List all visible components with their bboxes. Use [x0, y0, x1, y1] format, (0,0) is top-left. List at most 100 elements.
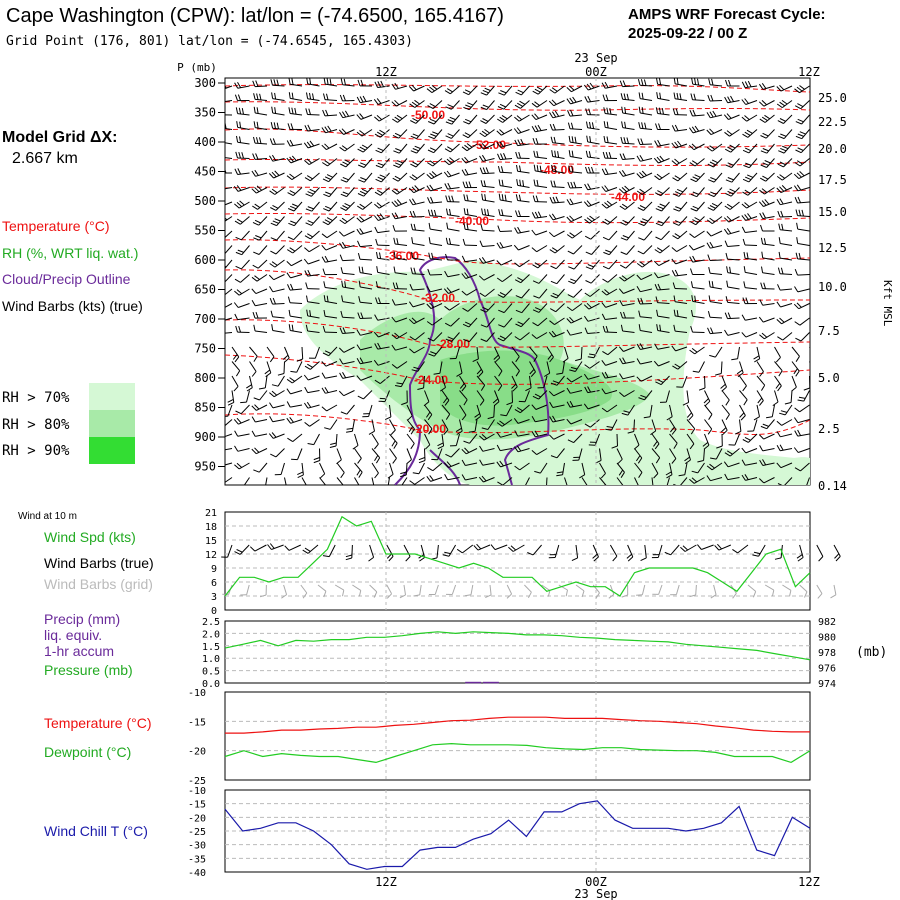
wind-barb: [496, 431, 513, 438]
wind-barb: [371, 462, 379, 479]
precip-bar: [465, 681, 482, 684]
isotherm-line: [225, 186, 810, 195]
pressure-ticks: 300 350 400 450 500 550 600 650 700 750 800 850 900 9…: [194, 76, 225, 474]
wind-barb: [321, 230, 338, 239]
legend-barbs: Wind Barbs (kts) (true): [2, 298, 143, 314]
wind-barb: [583, 403, 600, 410]
wind-barb: [271, 106, 285, 116]
wind-barb: [304, 230, 320, 240]
wind-barb: [778, 129, 793, 140]
wind-barb: [480, 223, 495, 232]
wind10-barb-true: [680, 544, 697, 552]
wind-barb: [566, 230, 583, 239]
wind-barb: [459, 375, 467, 392]
wind-barb: [323, 201, 338, 212]
isotherm-line: [225, 84, 810, 93]
legend-rh70-swatch: [89, 383, 135, 410]
wind10-barb-grid: [300, 584, 308, 599]
wind-barb: [234, 200, 250, 209]
wind-barb: [743, 251, 758, 261]
isotherm-label: -32.00: [421, 291, 455, 305]
wind-barb: [691, 462, 705, 474]
wind-barb: [546, 346, 554, 363]
wind-barb: [497, 288, 513, 298]
wind-barb: [567, 122, 583, 130]
wind-barb: [356, 129, 373, 137]
wind-barb: [602, 94, 618, 102]
wind-barb: [286, 139, 303, 147]
wind-barb: [715, 361, 723, 376]
wind10-barb-grid: [799, 584, 808, 598]
wind-barb: [340, 267, 355, 275]
wind-barb: [444, 303, 460, 311]
wind-barb: [411, 251, 425, 261]
wind10-barb-true: [249, 544, 267, 552]
wind-barb: [395, 375, 408, 388]
wind-barb: [496, 419, 513, 427]
wind-barb: [776, 462, 793, 469]
wind-barb: [251, 288, 268, 295]
wind-barb: [373, 98, 390, 105]
wind-barb: [338, 346, 355, 353]
wind-barb: [339, 327, 355, 334]
wind-barb: [336, 477, 344, 485]
wind-barb: [760, 224, 775, 232]
temp-tick-label: -15: [188, 717, 206, 728]
wind-barb: [270, 79, 285, 87]
wind-barb: [492, 390, 500, 407]
wind-barb: [514, 259, 530, 268]
wind-barb: [655, 201, 670, 212]
wind-barb: [374, 201, 390, 209]
wind-barb: [602, 274, 618, 283]
wind-barb: [462, 181, 478, 189]
wind-barb: [480, 85, 495, 96]
wind-barb: [706, 110, 723, 119]
pressure-tick-label: 750: [194, 342, 216, 356]
wind-barb: [306, 78, 320, 87]
wind-barb: [599, 477, 607, 485]
wind-barb: [445, 237, 460, 246]
wind-barb: [322, 268, 338, 276]
wind-barb: [777, 158, 793, 168]
wind-barb: [566, 329, 583, 336]
wind-barb: [689, 477, 705, 484]
wind-barb: [288, 201, 303, 212]
wind-barb: [497, 114, 513, 123]
wind-barb: [566, 387, 583, 394]
wind-barb: [323, 187, 338, 198]
wind-barb: [323, 310, 338, 319]
time-tick-bottom-3: 12Z: [798, 875, 820, 889]
wind-barb: [739, 375, 747, 392]
height-tick-label: 0.14: [818, 479, 847, 493]
wind-barb: [286, 272, 303, 279]
wind-barb: [287, 296, 303, 304]
wind-barb: [655, 296, 670, 304]
wind-barb: [444, 473, 460, 481]
windchill-gridlines: [225, 790, 810, 872]
wind-barb: [387, 477, 390, 485]
wind-barb: [428, 222, 443, 232]
pressure-right-tick-label: 982: [818, 617, 836, 628]
pressure-tick-label: 700: [194, 312, 216, 326]
wind10-tick-label: 3: [211, 592, 217, 603]
wind-barb: [550, 375, 565, 386]
wind-barb: [459, 390, 468, 406]
wind-barb: [636, 259, 653, 268]
wind-barb: [468, 419, 478, 433]
wind-barb: [672, 187, 688, 197]
wind-barb: [306, 295, 320, 304]
wind-barb: [303, 374, 320, 381]
isotherm-line: [225, 239, 810, 265]
wind-barb: [794, 462, 810, 472]
wind-barb: [759, 445, 775, 452]
wind-barb: [620, 311, 635, 319]
wind-barb: [686, 433, 695, 450]
wind-barb: [809, 346, 810, 349]
wind-barb: [339, 372, 355, 379]
wind-barb: [568, 274, 583, 285]
wind-barb: [585, 150, 600, 159]
wind-barb: [284, 477, 287, 485]
windchill-tick-label: -25: [188, 827, 206, 838]
wind-barb: [322, 172, 338, 183]
